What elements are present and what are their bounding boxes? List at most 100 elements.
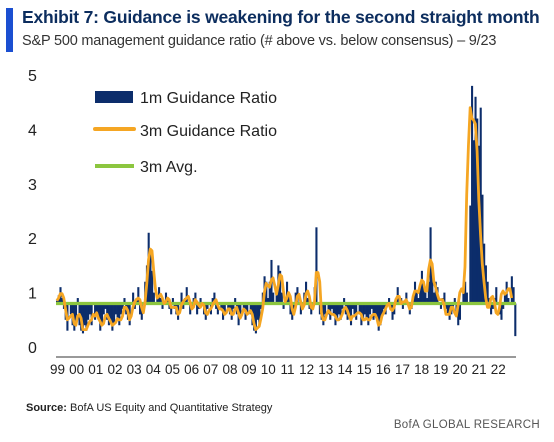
bar [265,281,268,304]
x-tick-label: 17 [395,362,410,377]
bar [457,303,460,326]
bar [432,292,436,304]
x-tick-label: 99 [50,362,65,377]
bar [206,303,209,309]
bar [152,292,155,304]
bar [362,303,365,320]
bar [484,265,487,304]
bar [258,303,261,326]
bar [332,303,335,315]
bar [377,303,380,331]
legend-label-avg: 3m Avg. [140,159,198,176]
x-axis-ticks: 99 00 01 02 03 04 05 06 07 08 09 10 11 12 13 14 15 16 17 18… [50,362,506,377]
bar [358,303,361,315]
bar [215,303,218,309]
bar [100,303,104,326]
bar [458,303,462,320]
bar [156,298,159,304]
bar [353,303,356,315]
y-tick-label: 0 [28,340,37,357]
bar [113,303,116,323]
bar [94,303,97,320]
bar [234,298,237,304]
bar [405,292,408,304]
bar [99,303,102,331]
bar [510,276,513,304]
bar [81,303,85,334]
bar [427,281,430,304]
x-tick-label: 08 [222,362,237,377]
bar [121,303,124,309]
x-tick-label: 19 [433,362,448,377]
bar [254,303,257,334]
bar [343,298,346,304]
bar [246,303,249,315]
bar [372,303,375,320]
bar [223,303,226,315]
bar [443,292,446,304]
source-text: BofA US Equity and Quantitative Strategy [70,402,273,414]
bar [507,298,510,304]
bar [337,303,340,315]
bar [490,303,493,315]
bar [75,303,78,320]
bar [289,303,292,315]
bar [422,281,425,304]
bar [196,303,199,315]
bar [445,303,448,309]
bar [336,303,339,320]
y-axis-ticks: 0 1 2 3 4 5 [28,68,37,357]
bar [471,85,474,304]
accent-bar [6,8,13,52]
bar [87,303,90,320]
y-tick-label: 3 [28,177,37,194]
bar [351,303,354,309]
bar [216,303,219,315]
x-tick-label: 13 [318,362,333,377]
x-tick-label: 15 [357,362,372,377]
y-tick-label: 5 [28,68,37,85]
bar [503,292,506,304]
bar [426,298,429,304]
bar [106,303,109,320]
bar [315,227,318,304]
bar [419,287,422,304]
bar [180,292,183,304]
bar [469,205,472,304]
x-tick-label: 02 [107,362,122,377]
bar [164,292,168,304]
bar [370,303,373,309]
bar [388,298,391,304]
bar [464,281,467,304]
x-tick-label: 12 [299,362,314,377]
x-tick-label: 14 [337,362,353,377]
source-label: Source: [26,402,67,414]
line-3m-series [55,106,514,331]
bar [486,281,489,304]
bar [292,303,295,309]
bar [213,292,216,304]
x-tick-label: 03 [127,362,142,377]
bar [132,292,135,304]
bar [227,303,230,309]
page-subtitle: S&P 500 management guidance ratio (# abo… [22,33,497,49]
legend-bar-swatch [95,91,133,103]
x-tick-label: 20 [452,362,467,377]
bar [382,303,385,309]
bar [161,303,164,309]
bar [133,303,136,309]
bar [431,270,434,304]
bar [232,303,235,309]
bar [76,298,79,304]
bar [272,292,275,304]
x-tick-label: 06 [184,362,199,377]
bar [299,303,302,315]
bar [159,298,162,304]
bar [365,303,368,320]
bar [286,281,289,304]
bar [472,140,475,304]
bar [280,292,283,304]
bar [324,303,327,315]
y-tick-label: 4 [28,122,37,139]
